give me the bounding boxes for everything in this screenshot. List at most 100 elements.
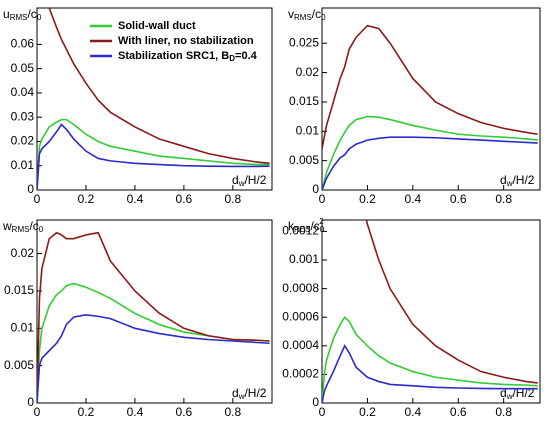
plot-frame: [36, 7, 273, 191]
x-tick-label: 0.2: [78, 405, 95, 419]
y-tick-label: 0.04: [11, 85, 35, 99]
legend-label-part: Stabilization SRC1, B: [118, 50, 229, 62]
x-tick-label: 0.2: [359, 192, 376, 206]
x-axis-label-part: d: [232, 386, 239, 400]
x-axis-label-part: w: [506, 392, 513, 401]
x-tick-label: 0.8: [495, 405, 512, 419]
y-axis-label-part: RMS: [294, 13, 312, 22]
y-tick-label: 0.025: [289, 35, 319, 49]
y-axis-label-part: 0: [321, 13, 326, 22]
y-tick-label: 0.005: [289, 153, 319, 167]
x-axis-label-part: /H/2: [244, 386, 266, 400]
x-axis-label-part: w: [238, 179, 245, 188]
data-line: [322, 24, 538, 150]
x-axis-label: dw/H/2: [232, 173, 267, 188]
x-axis-label: dw/H/2: [500, 173, 535, 188]
y-axis-label: kRES/c02: [288, 217, 325, 234]
x-axis-label-part: w: [506, 179, 513, 188]
y-axis-label-part: u: [3, 7, 10, 21]
legend-label-part: Solid-wall duct: [118, 20, 196, 32]
x-tick-label: 0: [319, 192, 326, 206]
legend-label: Solid-wall duct: [118, 20, 196, 32]
y-tick-label: 0.02: [11, 134, 35, 148]
y-tick-label: 0.0002: [282, 367, 319, 381]
y-axis-label-part: /c: [27, 7, 36, 21]
y-axis-label-part: k: [288, 219, 295, 233]
y-tick-label: 0.015: [289, 94, 319, 108]
data-line: [322, 344, 538, 403]
y-tick-label: 0.01: [11, 320, 35, 334]
data-line: [322, 315, 538, 403]
y-tick-label: 0.001: [289, 252, 319, 266]
x-tick-label: 0.4: [127, 405, 144, 419]
y-tick-label: 0.02: [296, 65, 320, 79]
y-tick-label: 0.01: [11, 158, 35, 172]
data-line: [37, 282, 270, 403]
x-tick-label: 0.4: [127, 192, 144, 206]
x-axis-label-part: d: [232, 173, 239, 187]
y-tick-label: 0.0012: [282, 224, 319, 238]
data-line: [365, 220, 538, 384]
y-tick-label: 0.06: [11, 37, 35, 51]
x-tick-label: 0.6: [450, 192, 467, 206]
x-axis-label: dw/H/2: [500, 386, 535, 401]
x-tick-label: 0.6: [176, 405, 193, 419]
y-tick-label: 0.01: [296, 123, 320, 137]
y-tick-label: 0.005: [4, 358, 34, 372]
y-axis-label-part: RMS: [10, 13, 28, 22]
data-line: [322, 136, 538, 190]
x-tick-label: 0.6: [450, 405, 467, 419]
y-tick-label: 0.0008: [282, 281, 319, 295]
panel: 0 0.01 0.02 0.03 0.04 0.05 0.06 0 0.2 0.4 0.6 0.8 uR…: [3, 7, 273, 206]
y-tick-label: 0.03: [11, 109, 35, 123]
x-axis-label-part: w: [238, 392, 245, 401]
y-tick-label: 0.015: [4, 283, 34, 297]
y-axis-label: wRMS/c0: [2, 219, 44, 234]
y-tick-label: 0: [312, 182, 319, 196]
x-tick-label: 0.2: [359, 405, 376, 419]
panel: 0 0.005 0.01 0.015 0.02 0.025 0 0.2 0.4 0.6 0.8 vRM…: [288, 7, 541, 206]
x-axis-label: dw/H/2: [232, 386, 267, 401]
legend-box: [86, 17, 270, 65]
y-axis-label-part: 2: [319, 217, 324, 226]
x-tick-label: 0.6: [176, 192, 193, 206]
y-axis-label-part: RES: [294, 225, 310, 234]
x-tick-label: 0.4: [404, 405, 421, 419]
y-axis-label-part: 0: [320, 225, 325, 234]
y-axis-label-part: 0: [39, 225, 44, 234]
x-axis-label-part: /H/2: [244, 173, 266, 187]
x-tick-label: 0.8: [224, 192, 241, 206]
y-axis-label-part: v: [288, 7, 294, 21]
plot-frame: [36, 219, 273, 404]
y-axis-label: vRMS/c0: [288, 7, 326, 22]
y-axis-label-part: /c: [29, 219, 38, 233]
legend-label-part: D: [229, 54, 235, 63]
x-tick-label: 0: [319, 405, 326, 419]
y-tick-label: 0.05: [11, 61, 35, 75]
legend-label: With liner, no stabilization: [118, 35, 254, 47]
x-axis-label-part: /H/2: [512, 173, 534, 187]
y-tick-label: 0.02: [11, 246, 35, 260]
x-tick-label: 0.8: [495, 192, 512, 206]
y-tick-label: 0: [27, 182, 34, 196]
data-line: [37, 231, 270, 403]
x-axis-label-part: d: [500, 386, 507, 400]
x-tick-label: 0.2: [78, 192, 95, 206]
data-line: [37, 123, 270, 190]
y-tick-label: 0: [27, 395, 34, 409]
y-axis-label-part: /c: [310, 219, 319, 233]
data-line: [322, 115, 538, 190]
data-line: [48, 8, 270, 165]
x-tick-label: 0: [34, 405, 41, 419]
plot-frame: [321, 7, 541, 191]
y-axis-label: uRMS/c0: [3, 7, 42, 22]
legend-label-part: =0.4: [235, 50, 258, 62]
y-tick-label: 0.0004: [282, 338, 319, 352]
y-axis-label-part: 0: [37, 13, 42, 22]
x-tick-label: 0.4: [404, 192, 421, 206]
plot-frame: [321, 219, 541, 404]
data-line: [37, 314, 270, 403]
x-axis-label-part: /H/2: [512, 386, 534, 400]
